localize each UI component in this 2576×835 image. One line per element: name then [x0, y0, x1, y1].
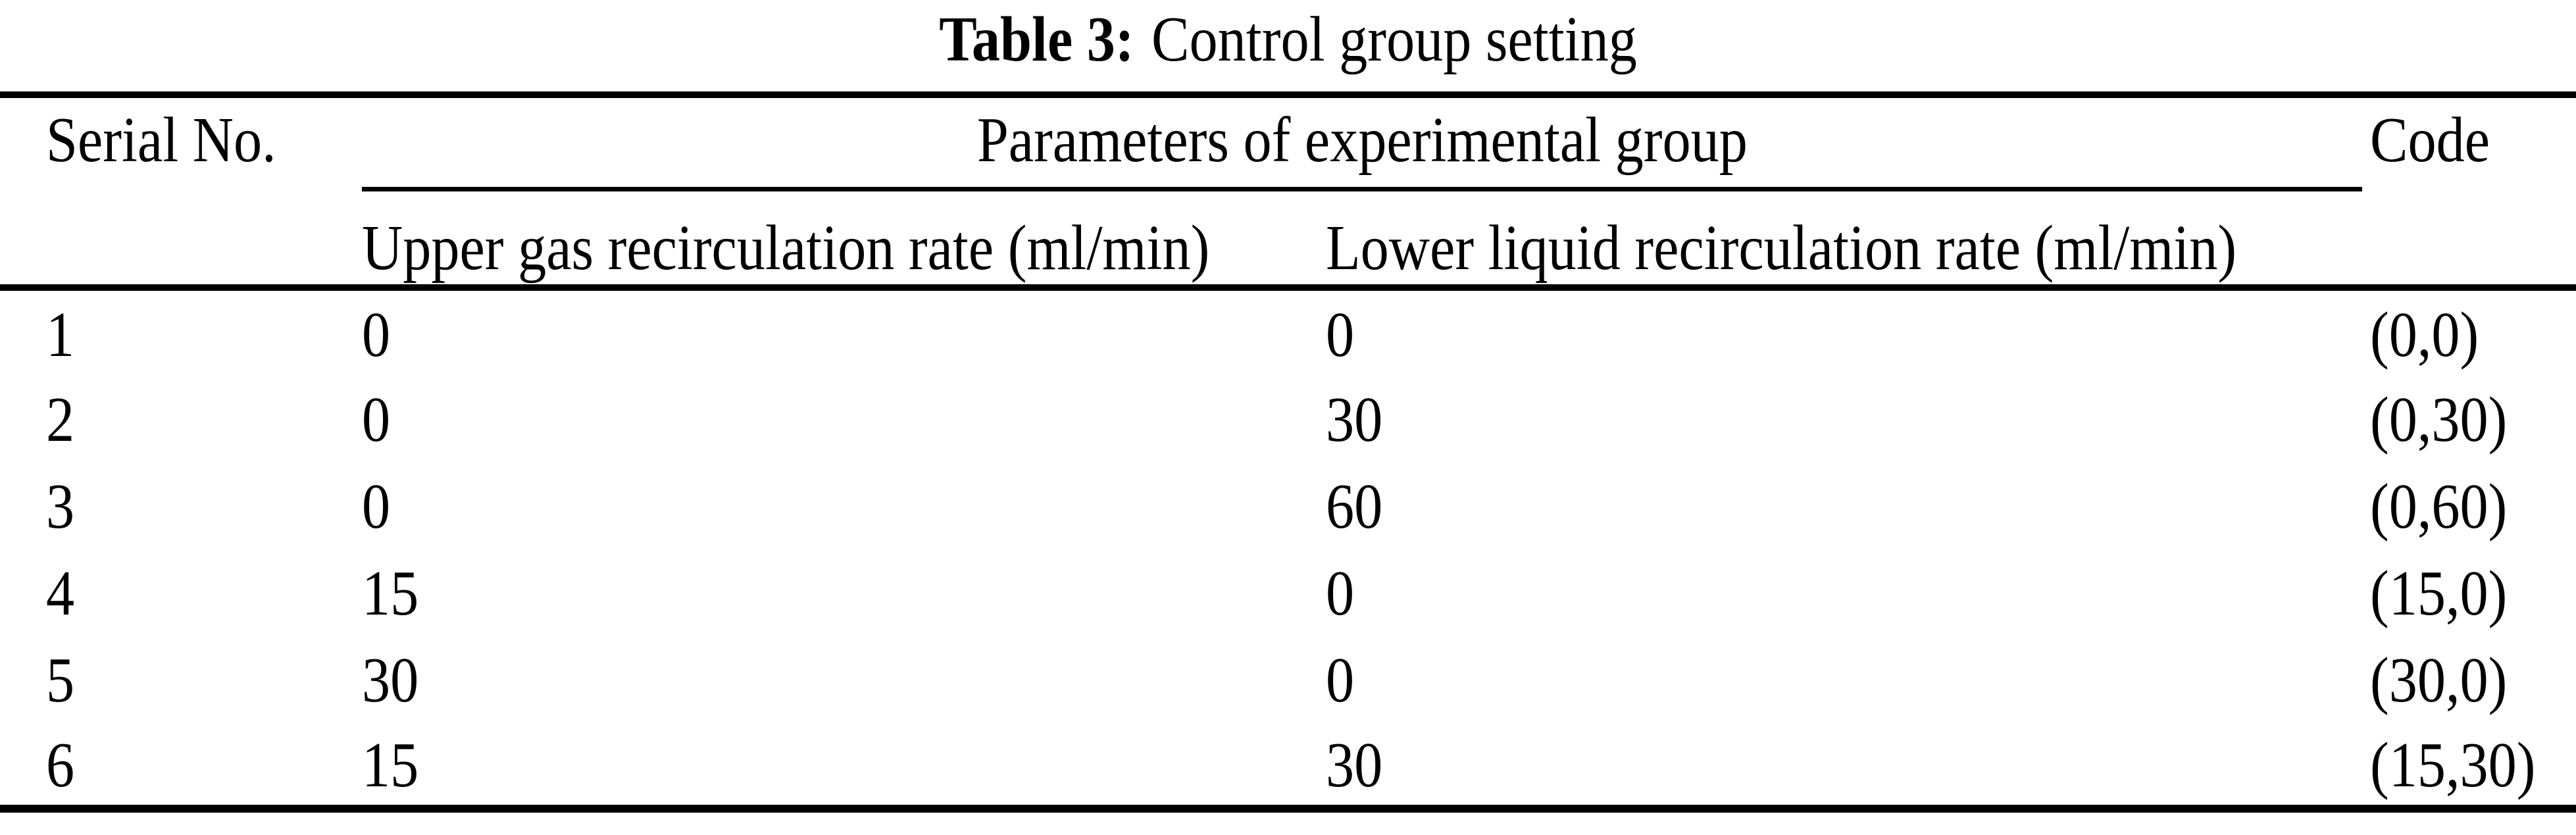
- serial-value: 6: [46, 730, 75, 801]
- control-group-table: Serial No. Parameters of experimental gr…: [0, 91, 2576, 813]
- upper-rate-value: 0: [362, 299, 391, 370]
- cell-serial: 1: [0, 288, 362, 374]
- serial-value: 3: [46, 471, 75, 542]
- cell-code: (0,60): [2362, 461, 2576, 548]
- upper-rate-value: 15: [362, 558, 419, 629]
- table-row: 3 0 60 (0,60): [0, 461, 2576, 548]
- cell-upper-rate: 30: [362, 635, 1326, 722]
- cell-lower-rate: 0: [1326, 635, 2362, 722]
- upper-rate-value: 0: [362, 471, 391, 542]
- header-code-label: Code: [2370, 105, 2490, 176]
- header-serial-label: Serial No.: [46, 105, 276, 176]
- cell-code: (15,30): [2362, 722, 2576, 809]
- cell-code: (0,0): [2362, 288, 2576, 374]
- cell-upper-rate: 0: [362, 288, 1326, 374]
- cell-code: (30,0): [2362, 635, 2576, 722]
- cell-serial: 6: [0, 722, 362, 809]
- serial-value: 5: [46, 645, 75, 716]
- table-caption: Table 3: Control group setting: [0, 7, 2576, 72]
- cell-lower-rate: 30: [1326, 722, 2362, 809]
- table-body: 1 0 0 (0,0) 2 0 30 (0,30) 3 0 60 (0,60) …: [0, 288, 2576, 809]
- cell-serial: 2: [0, 374, 362, 461]
- cell-serial: 4: [0, 548, 362, 635]
- header-serial: Serial No.: [0, 95, 362, 291]
- serial-value: 4: [46, 558, 75, 629]
- cell-upper-rate: 0: [362, 374, 1326, 461]
- code-value: (0,30): [2370, 384, 2508, 455]
- lower-rate-value: 60: [1326, 471, 1383, 542]
- table-caption-line: Table 3: Control group setting: [939, 7, 1637, 72]
- table-row: 2 0 30 (0,30): [0, 374, 2576, 461]
- code-value: (30,0): [2370, 645, 2508, 716]
- code-value: (0,60): [2370, 471, 2508, 542]
- upper-rate-value: 0: [362, 384, 391, 455]
- cell-lower-rate: 30: [1326, 374, 2362, 461]
- serial-value: 2: [46, 384, 75, 455]
- lower-rate-value: 0: [1326, 558, 1355, 629]
- header-parameters-group-label: Parameters of experimental group: [976, 105, 1748, 176]
- lower-rate-value: 0: [1326, 645, 1355, 716]
- table-caption-title: Control group setting: [1151, 4, 1637, 75]
- subheader-upper-rate-label: Upper gas recirculation rate (ml/min): [362, 212, 1210, 284]
- table-row: 6 15 30 (15,30): [0, 722, 2576, 809]
- upper-rate-value: 30: [362, 645, 419, 716]
- cell-serial: 3: [0, 461, 362, 548]
- header-row-group: Serial No. Parameters of experimental gr…: [0, 95, 2576, 291]
- header-code: Code: [2362, 95, 2576, 291]
- cell-upper-rate: 15: [362, 548, 1326, 635]
- upper-rate-value: 15: [362, 730, 419, 801]
- page: Table 3: Control group setting Serial No.…: [0, 7, 2576, 835]
- cell-code: (15,0): [2362, 548, 2576, 635]
- table-row: 5 30 0 (30,0): [0, 635, 2576, 722]
- code-value: (15,30): [2370, 730, 2536, 801]
- lower-rate-value: 30: [1326, 384, 1383, 455]
- subheader-lower-rate-label: Lower liquid recirculation rate (ml/min): [1326, 212, 2237, 284]
- table-caption-label: Table 3:: [939, 4, 1134, 75]
- cell-serial: 5: [0, 635, 362, 722]
- table-row: 4 15 0 (15,0): [0, 548, 2576, 635]
- code-value: (0,0): [2370, 299, 2479, 370]
- header-parameters-group: Parameters of experimental group: [362, 95, 2362, 191]
- cell-upper-rate: 15: [362, 722, 1326, 809]
- table-header: Serial No. Parameters of experimental gr…: [0, 95, 2576, 291]
- code-value: (15,0): [2370, 558, 2508, 629]
- subheader-lower-rate: Lower liquid recirculation rate (ml/min): [1326, 189, 2362, 291]
- cell-upper-rate: 0: [362, 461, 1326, 548]
- header-row-subcolumns: Upper gas recirculation rate (ml/min) Lo…: [0, 189, 2576, 291]
- cell-lower-rate: 0: [1326, 548, 2362, 635]
- lower-rate-value: 30: [1326, 730, 1383, 801]
- serial-value: 1: [46, 299, 75, 370]
- cell-lower-rate: 60: [1326, 461, 2362, 548]
- table-row: 1 0 0 (0,0): [0, 288, 2576, 374]
- cell-code: (0,30): [2362, 374, 2576, 461]
- subheader-upper-rate: Upper gas recirculation rate (ml/min): [362, 189, 1326, 291]
- cell-lower-rate: 0: [1326, 288, 2362, 374]
- lower-rate-value: 0: [1326, 299, 1355, 370]
